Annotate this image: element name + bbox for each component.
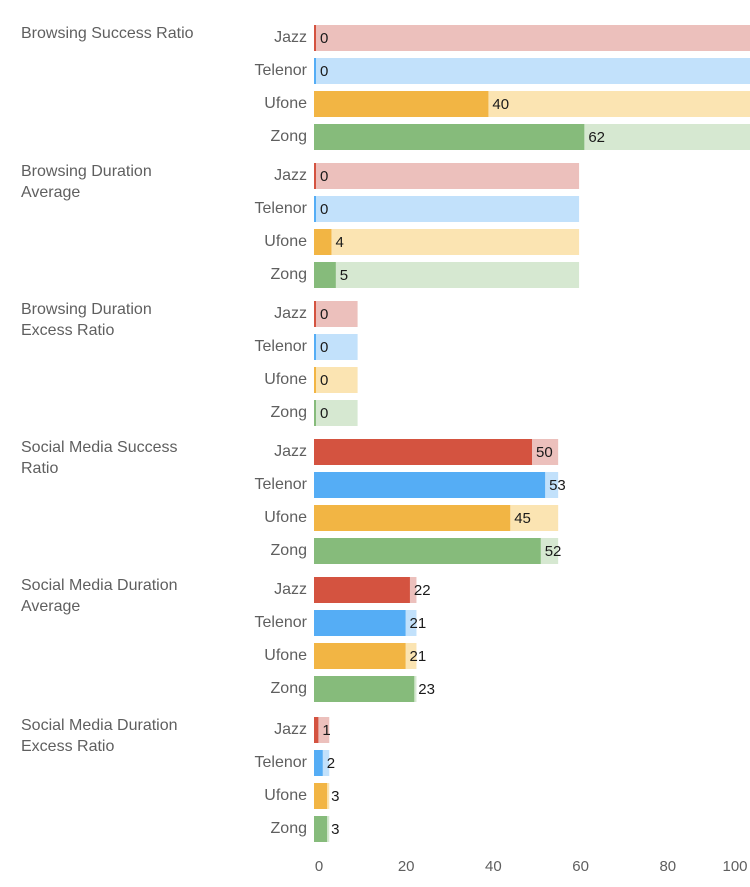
data-label: 4 bbox=[335, 234, 344, 251]
bar bbox=[314, 505, 511, 531]
bar bbox=[314, 538, 541, 564]
x-tick-label: 20 bbox=[397, 858, 415, 875]
data-label: 0 bbox=[320, 372, 329, 389]
x-tick-label: 80 bbox=[659, 858, 677, 875]
data-label: 3 bbox=[331, 788, 340, 805]
data-label: 0 bbox=[320, 201, 329, 218]
data-label: 5 bbox=[339, 267, 349, 284]
data-label: 21 bbox=[409, 615, 427, 632]
data-label: 52 bbox=[544, 543, 562, 560]
bar bbox=[314, 783, 328, 809]
data-label: 0 bbox=[320, 339, 329, 356]
operator-label: Ufone bbox=[264, 509, 307, 526]
x-tick-label: 40 bbox=[485, 858, 502, 875]
operator-label: Zong bbox=[270, 266, 307, 283]
data-label: 45 bbox=[514, 510, 531, 527]
bar bbox=[314, 816, 328, 842]
data-label: 23 bbox=[418, 681, 435, 698]
bar bbox=[314, 196, 316, 222]
data-label: 0 bbox=[320, 30, 329, 47]
bar bbox=[314, 439, 532, 465]
bar-background bbox=[314, 196, 580, 222]
bar bbox=[314, 25, 316, 51]
data-label: 21 bbox=[409, 648, 427, 665]
operator-label: Zong bbox=[270, 680, 307, 697]
data-label: 0 bbox=[320, 306, 329, 323]
data-label: 3 bbox=[331, 821, 340, 838]
bar bbox=[314, 577, 410, 603]
x-tick-label: 100 bbox=[722, 858, 748, 875]
bar bbox=[314, 643, 406, 669]
group-label: Social Media Duration Average bbox=[21, 577, 178, 615]
bar bbox=[314, 750, 323, 776]
data-label: 62 bbox=[588, 129, 605, 146]
bar-background bbox=[314, 301, 358, 327]
bar-background bbox=[314, 58, 750, 84]
operator-label: Ufone bbox=[264, 371, 307, 388]
bar bbox=[314, 124, 585, 150]
operator-label: Jazz bbox=[274, 443, 307, 460]
bar bbox=[314, 400, 316, 426]
operator-label: Zong bbox=[270, 542, 307, 559]
bar-background bbox=[314, 400, 358, 426]
data-label: 53 bbox=[549, 477, 566, 494]
bar-background bbox=[314, 229, 580, 255]
bar bbox=[314, 676, 415, 702]
data-label: 0 bbox=[320, 405, 329, 422]
bar bbox=[314, 717, 319, 743]
group-label: Browsing Duration Excess Ratio bbox=[21, 301, 152, 339]
operator-label: Telenor bbox=[254, 614, 307, 631]
x-tick-label: 60 bbox=[572, 858, 589, 875]
data-label: 0 bbox=[320, 63, 329, 80]
operator-label: Ufone bbox=[264, 233, 307, 250]
data-label: 40 bbox=[492, 96, 510, 113]
operator-label: Zong bbox=[270, 820, 307, 837]
operator-label: Telenor bbox=[254, 62, 307, 79]
group-label: Social Media Duration Excess Ratio bbox=[21, 717, 178, 755]
x-tick-label: 0 bbox=[314, 858, 324, 875]
bar-background bbox=[314, 163, 580, 189]
bar bbox=[314, 334, 316, 360]
data-label: 50 bbox=[536, 444, 553, 461]
bar bbox=[314, 367, 316, 393]
operator-label: Telenor bbox=[254, 476, 307, 493]
operator-label: Telenor bbox=[254, 754, 307, 771]
operator-label: Zong bbox=[270, 404, 307, 421]
bar-background bbox=[314, 334, 358, 360]
operator-label: Ufone bbox=[264, 647, 307, 664]
bar-background bbox=[314, 367, 358, 393]
group-label: Social Media Success Ratio bbox=[21, 439, 178, 477]
group-label: Browsing Duration Average bbox=[21, 163, 152, 201]
operator-label: Ufone bbox=[264, 787, 307, 804]
data-label: 0 bbox=[320, 168, 329, 185]
bar bbox=[314, 472, 546, 498]
bar bbox=[314, 301, 316, 327]
bar-background bbox=[314, 25, 750, 51]
operator-label: Jazz bbox=[274, 305, 307, 322]
operator-label: Ufone bbox=[264, 95, 307, 112]
data-label: 2 bbox=[326, 755, 336, 772]
operator-label: Jazz bbox=[274, 167, 307, 184]
bar bbox=[314, 163, 316, 189]
group-label: Browsing Success Ratio bbox=[21, 25, 194, 42]
operator-label: Zong bbox=[270, 128, 307, 145]
data-label: 1 bbox=[322, 722, 331, 739]
operator-label: Jazz bbox=[274, 581, 307, 598]
operator-label: Telenor bbox=[254, 338, 307, 355]
bar-background bbox=[314, 262, 580, 288]
data-label: 22 bbox=[413, 582, 431, 599]
bar bbox=[314, 262, 336, 288]
operator-label: Jazz bbox=[274, 721, 307, 738]
bar bbox=[314, 91, 489, 117]
operator-label: Jazz bbox=[274, 29, 307, 46]
bar bbox=[314, 58, 316, 84]
bar bbox=[314, 610, 406, 636]
bar bbox=[314, 229, 332, 255]
operator-label: Telenor bbox=[254, 200, 307, 217]
